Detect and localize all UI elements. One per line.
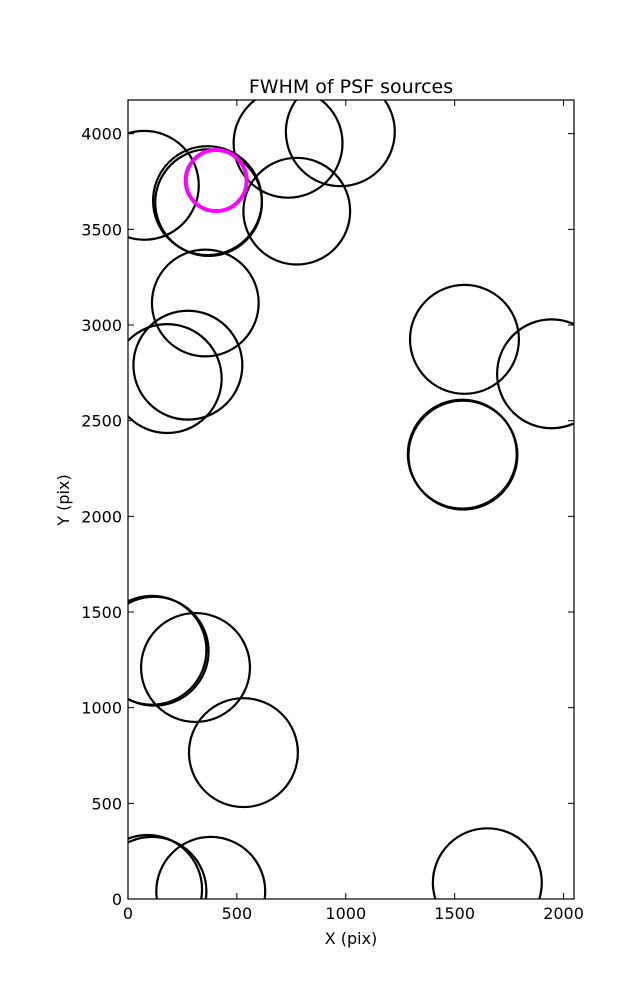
psf-source-circle-6 — [150, 248, 260, 358]
psf-source-circle-15 — [139, 611, 252, 724]
x-tick-label-500: 500 — [222, 904, 253, 923]
psf-source-circle-19 — [155, 835, 267, 899]
psf-source-circle-12 — [407, 399, 519, 511]
psf-source-circle-9 — [408, 283, 521, 395]
psf-source-circle-10 — [496, 318, 574, 430]
y-tick-label-3000: 3000 — [81, 316, 122, 335]
y-tick-label-2500: 2500 — [81, 412, 122, 431]
x-tick-label-2000: 2000 — [543, 904, 584, 923]
highlight-circle-0 — [183, 148, 249, 214]
plot-frame — [127, 99, 575, 900]
data-circles — [128, 100, 574, 899]
y-tick-label-4000: 4000 — [81, 125, 122, 144]
psf-source-circle-0 — [128, 129, 200, 241]
psf-source-circle-14 — [128, 595, 210, 707]
psf-source-circle-5 — [242, 156, 352, 266]
psf-source-circle-4 — [284, 100, 396, 188]
psf-source-circle-7 — [132, 309, 244, 421]
y-tick-label-1000: 1000 — [81, 699, 122, 718]
y-tick-label-1500: 1500 — [81, 603, 122, 622]
y-tick-label-2000: 2000 — [81, 507, 122, 526]
y-axis-label: Y (pix) — [54, 474, 73, 526]
psf-source-circle-20 — [431, 827, 543, 899]
y-axis-ticks: 0 500 1000 1500 2000 2500 3000 3500 4000 — [81, 125, 574, 909]
chart-title: FWHM of PSF sources — [249, 76, 453, 98]
y-tick-label-3500: 3500 — [81, 220, 122, 239]
x-axis-label: X (pix) — [325, 929, 378, 948]
psf-source-circle-2 — [154, 148, 264, 258]
psf-source-circle-3 — [232, 100, 344, 199]
psf-source-circle-18 — [128, 835, 208, 899]
y-tick-label-0: 0 — [112, 890, 122, 909]
psf-source-circle-8 — [128, 323, 223, 435]
x-tick-label-0: 0 — [123, 904, 133, 923]
x-tick-label-1000: 1000 — [325, 904, 366, 923]
x-tick-label-1500: 1500 — [434, 904, 475, 923]
psf-source-circle-16 — [187, 697, 299, 809]
psf-source-circle-17 — [128, 833, 204, 899]
x-axis-ticks: 0 500 1000 1500 2000 — [123, 100, 584, 923]
y-tick-label-500: 500 — [91, 794, 122, 813]
